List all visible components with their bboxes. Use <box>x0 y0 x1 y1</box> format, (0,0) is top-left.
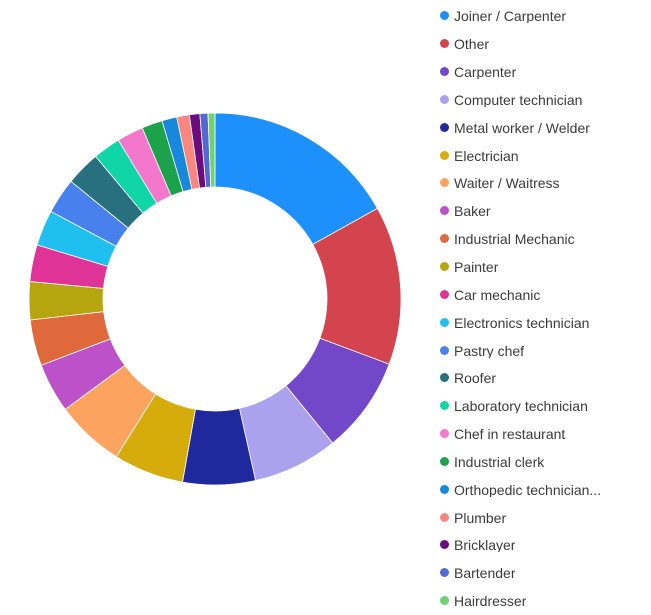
legend-label: Hairdresser <box>454 593 527 609</box>
legend-marker-icon <box>440 67 449 77</box>
legend-label: Electrician <box>454 147 519 163</box>
legend-marker-icon <box>440 150 449 160</box>
legend-item-bricklayer[interactable]: Bricklayer <box>440 531 651 559</box>
legend-item-bartender[interactable]: Bartender <box>440 559 651 587</box>
legend-label: Plumber <box>454 509 507 525</box>
legend-item-pastry-chef[interactable]: Pastry chef <box>440 336 651 364</box>
legend-item-hairdresser[interactable]: Hairdresser <box>440 587 651 615</box>
legend-item-computer-technician[interactable]: Computer technician <box>440 86 651 114</box>
legend-marker-icon <box>440 345 449 355</box>
donut-chart <box>28 112 402 486</box>
legend-label: Other <box>454 36 490 52</box>
legend-marker-icon <box>440 11 449 21</box>
legend-item-other[interactable]: Other <box>440 30 651 58</box>
legend-item-electrician[interactable]: Electrician <box>440 141 651 169</box>
legend-marker-icon <box>440 484 449 494</box>
legend-label: Baker <box>454 203 491 219</box>
legend-marker-icon <box>440 596 449 606</box>
legend-label: Carpenter <box>454 64 517 80</box>
legend-marker-icon <box>440 512 449 522</box>
legend-marker-icon <box>440 94 449 104</box>
legend-item-joiner-carpenter[interactable]: Joiner / Carpenter <box>440 2 651 30</box>
legend-item-chef-in-restaurant[interactable]: Chef in restaurant <box>440 420 651 448</box>
legend-marker-icon <box>440 429 449 439</box>
legend-item-industrial-clerk[interactable]: Industrial clerk <box>440 448 651 476</box>
legend-marker-icon <box>440 317 449 327</box>
legend-label: Car mechanic <box>454 286 541 302</box>
legend-item-car-mechanic[interactable]: Car mechanic <box>440 280 651 308</box>
legend-label: Bartender <box>454 565 516 581</box>
legend-label: Chef in restaurant <box>454 426 566 442</box>
legend-marker-icon <box>440 373 449 383</box>
donut-slice-hairdresser[interactable] <box>207 112 216 188</box>
legend-label: Painter <box>454 259 499 275</box>
legend-label: Electronics technician <box>454 314 590 330</box>
legend-item-industrial-mechanic[interactable]: Industrial Mechanic <box>440 225 651 253</box>
legend-marker-icon <box>440 456 449 466</box>
legend-label: Industrial clerk <box>454 453 545 469</box>
legend-label: Waiter / Waitress <box>454 175 560 191</box>
legend-label: Roofer <box>454 370 497 386</box>
legend-label: Computer technician <box>454 91 583 107</box>
legend-item-painter[interactable]: Painter <box>440 253 651 281</box>
legend-item-electronics-technician[interactable]: Electronics technician <box>440 308 651 336</box>
legend-marker-icon <box>440 39 449 49</box>
legend-marker-icon <box>440 568 449 578</box>
legend-label: Bricklayer <box>454 537 516 553</box>
legend-label: Laboratory technician <box>454 398 588 414</box>
legend-label: Industrial Mechanic <box>454 231 575 247</box>
legend-marker-icon <box>440 234 449 244</box>
legend-item-roofer[interactable]: Roofer <box>440 364 651 392</box>
legend-marker-icon <box>440 540 449 550</box>
legend-marker-icon <box>440 122 449 132</box>
legend: Joiner / Carpenter Other Carpenter Computer… <box>440 0 651 612</box>
legend-label: Pastry chef <box>454 342 525 358</box>
legend-label: Orthopedic technician... <box>454 481 602 497</box>
legend-item-baker[interactable]: Baker <box>440 197 651 225</box>
legend-marker-icon <box>440 206 449 216</box>
legend-item-carpenter[interactable]: Carpenter <box>440 58 651 86</box>
legend-item-laboratory-technician[interactable]: Laboratory technician <box>440 392 651 420</box>
legend-label: Joiner / Carpenter <box>454 8 567 24</box>
legend-marker-icon <box>440 178 449 188</box>
legend-item-plumber[interactable]: Plumber <box>440 503 651 531</box>
legend-marker-icon <box>440 289 449 299</box>
legend-label: Metal worker / Welder <box>454 119 590 135</box>
legend-item-orthopedic-technician[interactable]: Orthopedic technician... <box>440 475 651 503</box>
legend-item-waiter-waitress[interactable]: Waiter / Waitress <box>440 169 651 197</box>
legend-marker-icon <box>440 401 449 411</box>
legend-marker-icon <box>440 262 449 272</box>
legend-item-metal-worker-welder[interactable]: Metal worker / Welder <box>440 113 651 141</box>
